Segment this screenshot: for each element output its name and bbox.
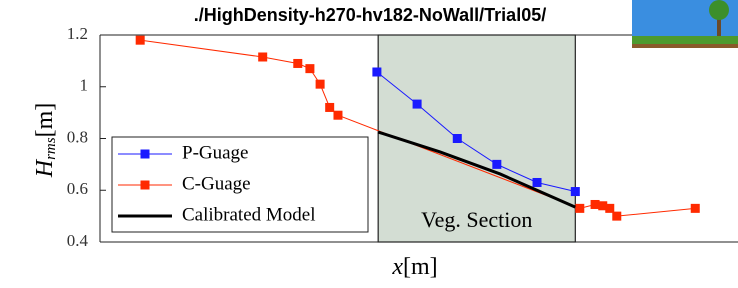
- icon-ground: [632, 36, 738, 44]
- y-label-sub: rms: [43, 137, 59, 160]
- y-tick-label: 0.8: [67, 127, 88, 146]
- marker: [293, 59, 302, 68]
- chart-title: ./HighDensity-h270-hv182-NoWall/Trial05/: [194, 5, 546, 25]
- marker: [136, 36, 145, 45]
- legend-label: C-Guage: [182, 173, 251, 194]
- marker: [492, 160, 501, 169]
- marker: [372, 68, 381, 77]
- marker: [591, 200, 600, 209]
- legend-label: P-Guage: [182, 142, 248, 163]
- marker: [316, 80, 325, 89]
- y-label-unit: [m]: [32, 103, 58, 138]
- y-tick-label: 0.4: [67, 231, 89, 250]
- marker: [533, 178, 542, 187]
- legend-marker: [141, 181, 150, 190]
- x-label-main: x: [391, 254, 403, 280]
- marker: [258, 52, 267, 61]
- x-label-unit: [m]: [403, 254, 438, 280]
- marker: [453, 134, 462, 143]
- chart: Veg. Section 1.2 1 0.8 0.6 0.4 P-Guage C-Guage C…: [0, 0, 738, 288]
- y-tick-label: 1: [80, 76, 89, 95]
- y-tick-label: 0.6: [67, 179, 88, 198]
- x-axis-label: x[m]: [391, 254, 437, 280]
- marker: [333, 111, 342, 120]
- scene-icon: [632, 0, 738, 48]
- marker: [325, 103, 334, 112]
- region-label: Veg. Section: [421, 207, 532, 232]
- marker: [305, 64, 314, 73]
- icon-soil: [632, 44, 738, 48]
- marker: [691, 204, 700, 213]
- legend-marker: [141, 150, 150, 159]
- marker: [575, 204, 584, 213]
- y-label-main: H: [32, 158, 58, 178]
- marker: [571, 187, 580, 196]
- legend-label: Calibrated Model: [182, 204, 316, 225]
- marker: [612, 212, 621, 221]
- icon-tree: [709, 0, 729, 20]
- y-tick-label: 1.2: [67, 24, 88, 43]
- marker: [413, 100, 422, 109]
- background: [0, 0, 738, 288]
- marker: [605, 204, 614, 213]
